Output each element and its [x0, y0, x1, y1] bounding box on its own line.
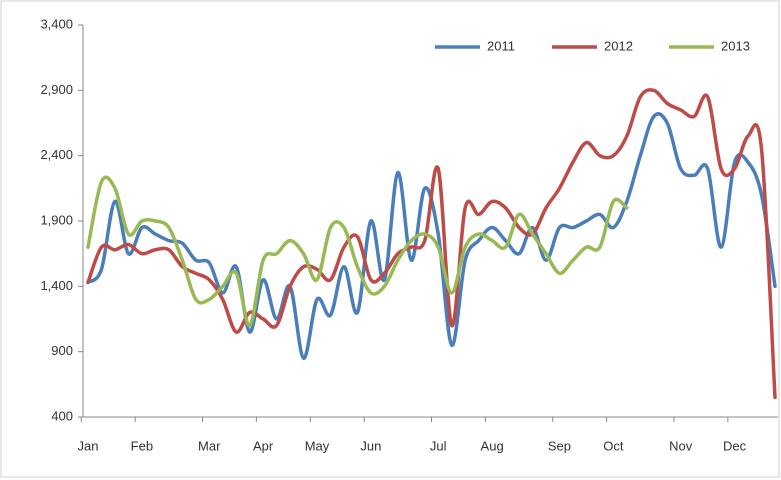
x-tick-label: Dec — [723, 438, 747, 453]
line-series — [86, 88, 777, 400]
y-tick-label: 1,400 — [40, 278, 73, 293]
legend-label: 2011 — [487, 38, 515, 53]
y-tick-label: 400 — [51, 408, 73, 423]
x-tick-label: Aug — [481, 438, 504, 453]
y-tick-label: 900 — [51, 343, 73, 358]
line-series — [86, 112, 777, 360]
legend-label: 2013 — [721, 38, 750, 53]
x-tick-label: May — [305, 438, 330, 453]
x-tick-label: Sep — [548, 438, 571, 453]
line-series — [86, 175, 629, 328]
y-tick-label: 3,400 — [40, 16, 73, 31]
x-tick-label: Jul — [430, 438, 447, 453]
x-tick-label: Nov — [669, 438, 693, 453]
x-tick-label: Oct — [603, 438, 624, 453]
y-tick-label: 2,400 — [40, 147, 73, 162]
x-tick-label: Feb — [131, 438, 153, 453]
x-tick-label: Jan — [78, 438, 99, 453]
y-tick-label: 1,900 — [40, 212, 73, 227]
x-tick-label: Jun — [360, 438, 381, 453]
x-tick-label: Apr — [253, 438, 274, 453]
x-tick-label: Mar — [198, 438, 221, 453]
legend-label: 2012 — [604, 38, 633, 53]
y-tick-label: 2,900 — [40, 82, 73, 97]
